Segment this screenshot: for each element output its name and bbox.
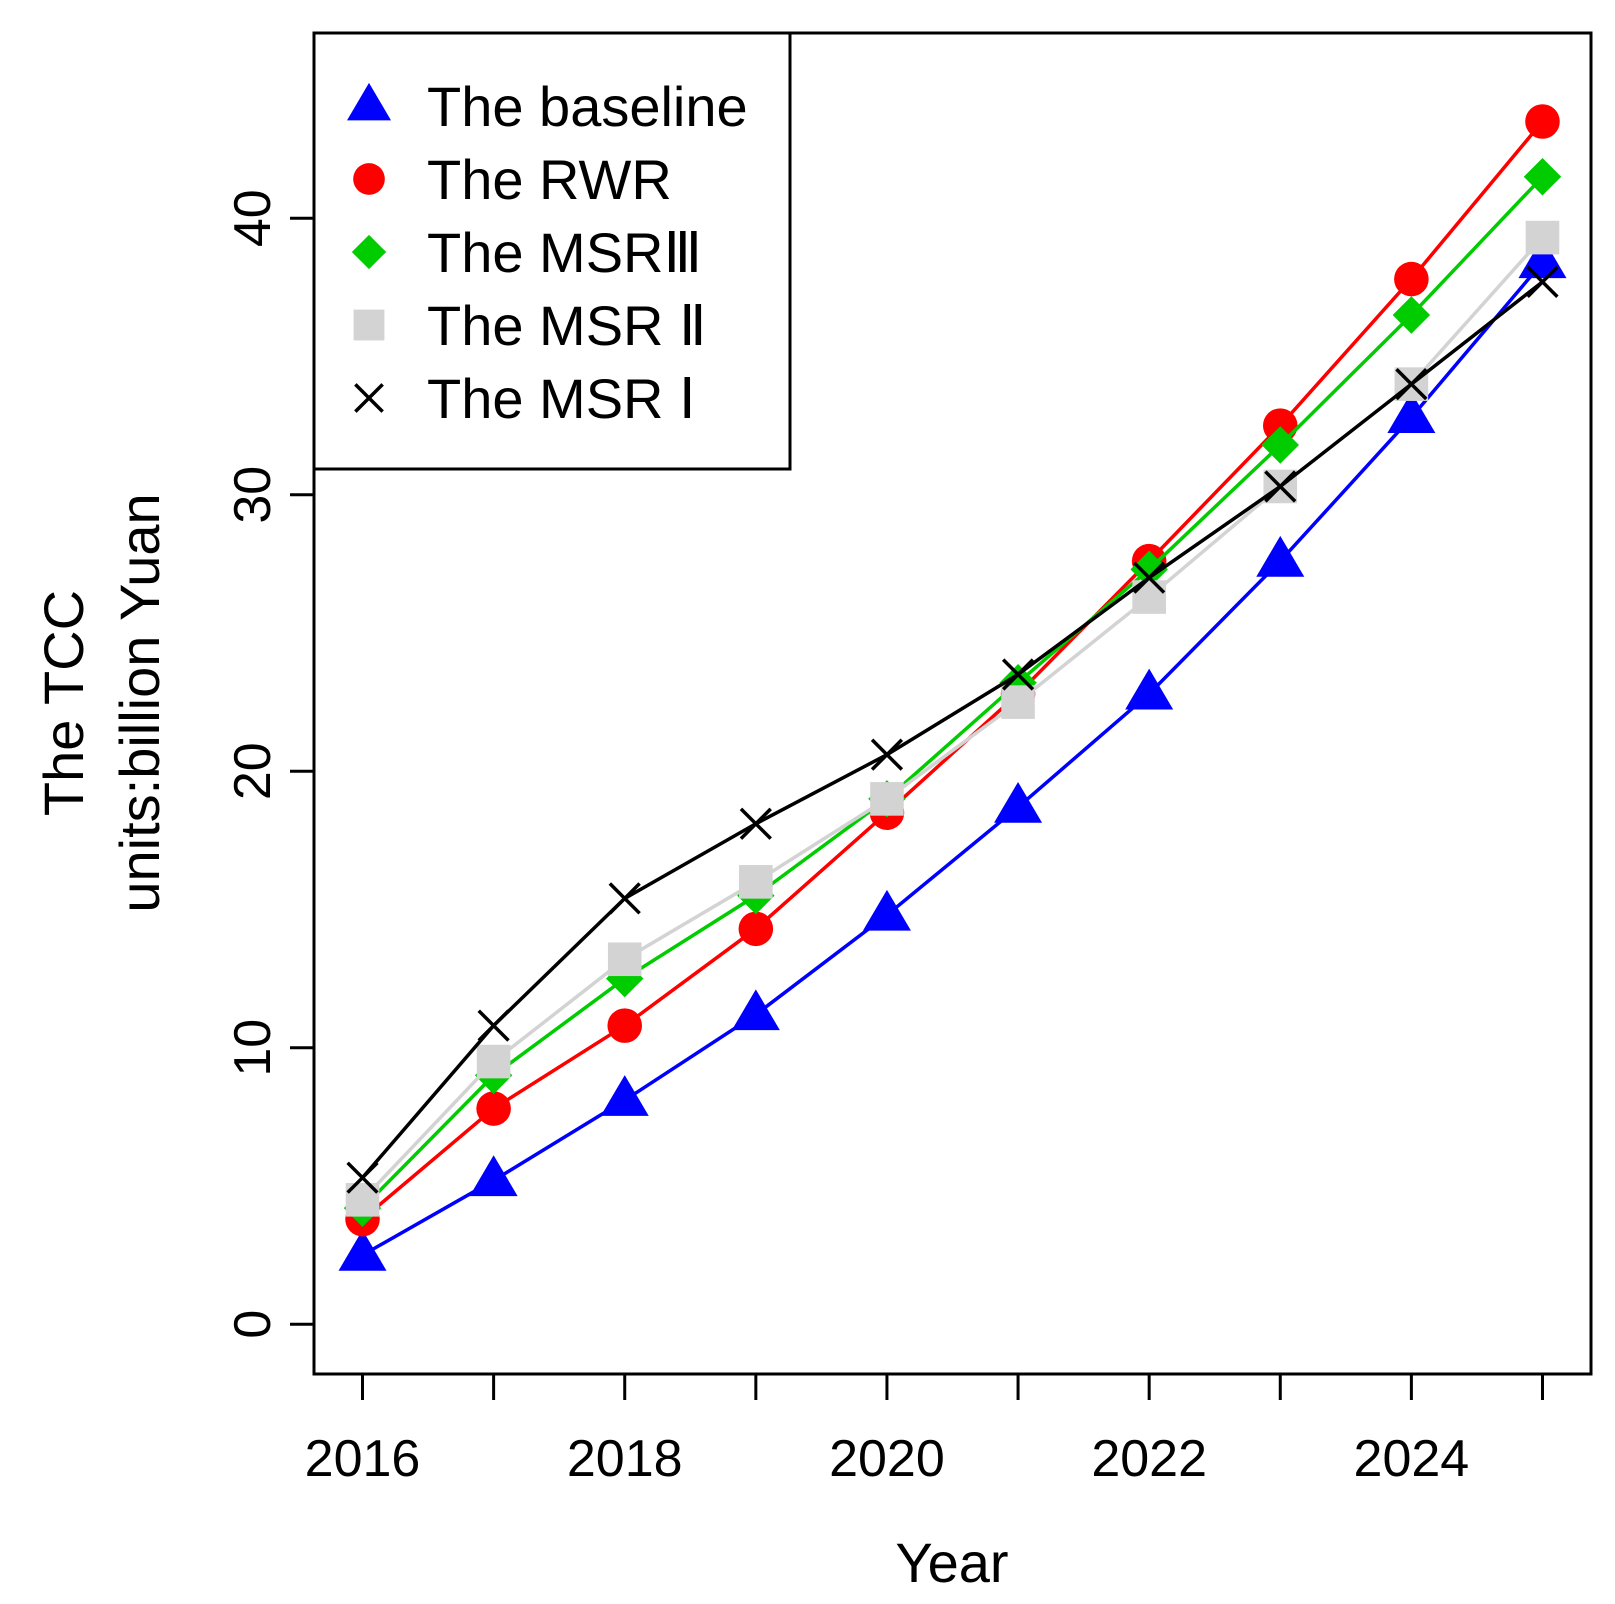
data-point xyxy=(1133,561,1166,594)
x-axis-label: Year xyxy=(895,1531,1008,1594)
legend-box xyxy=(312,31,792,471)
y-axis-label-line2: units:billion Yuan xyxy=(108,493,171,912)
data-point xyxy=(739,865,773,899)
data-point xyxy=(1001,685,1035,719)
legend-label: The MSRⅢ xyxy=(427,221,702,284)
y-tick-label: 30 xyxy=(224,466,282,524)
data-point xyxy=(1261,426,1299,464)
series-triangle xyxy=(338,237,1567,1271)
legend: The baseline The RWR The MSRⅢ The MSR Ⅱ The … xyxy=(312,31,792,471)
data-point xyxy=(607,942,642,977)
data-point xyxy=(1392,296,1431,334)
data-point xyxy=(738,911,774,947)
data-point xyxy=(870,782,904,816)
series-diamond xyxy=(343,158,1562,1227)
series-x xyxy=(346,265,1559,1194)
data-point xyxy=(1526,265,1559,298)
legend-marker xyxy=(353,163,385,195)
plot-frame xyxy=(312,31,1593,1376)
data-point xyxy=(469,1155,518,1197)
data-point xyxy=(731,989,780,1031)
y-tick-label: 10 xyxy=(224,1019,282,1077)
legend-marker xyxy=(354,383,384,413)
data-point xyxy=(1525,104,1560,139)
legend-marker xyxy=(347,82,391,121)
data-point xyxy=(1001,658,1035,691)
data-point xyxy=(1394,261,1429,297)
data-point xyxy=(1523,158,1562,196)
series-layer xyxy=(338,104,1567,1271)
data-point xyxy=(1387,392,1436,433)
series-line xyxy=(361,261,1544,1257)
x-tick-label: 2022 xyxy=(1091,1430,1207,1488)
x-tick-label: 2018 xyxy=(567,1430,683,1488)
y-axis: 0 10 20 30 40 xyxy=(224,189,314,1339)
data-point xyxy=(1256,535,1305,577)
data-point xyxy=(862,889,911,931)
y-tick-label: 0 xyxy=(224,1310,282,1339)
data-point xyxy=(1395,368,1428,401)
x-tick-label: 2024 xyxy=(1354,1430,1470,1488)
legend-marker xyxy=(351,234,387,270)
data-point xyxy=(994,781,1043,823)
data-point xyxy=(476,1091,511,1126)
data-point xyxy=(338,1229,387,1271)
legend-label: The MSR Ⅱ xyxy=(427,294,707,357)
y-axis-label-line1: The TCC xyxy=(32,590,95,816)
data-point xyxy=(739,807,772,840)
x-axis: 2016 2018 2020 2022 2024 xyxy=(305,1374,1544,1488)
data-point xyxy=(1125,668,1174,710)
series-line xyxy=(361,175,1544,1210)
data-point xyxy=(476,1044,511,1079)
data-point xyxy=(1264,470,1297,503)
data-point xyxy=(346,1161,379,1194)
x-tick-label: 2016 xyxy=(305,1430,421,1488)
legend-label: The RWR xyxy=(427,148,672,211)
data-point xyxy=(608,882,641,915)
y-tick-label: 20 xyxy=(224,742,282,800)
data-point xyxy=(999,664,1037,702)
data-point xyxy=(477,1009,510,1042)
series-line xyxy=(361,120,1544,1221)
legend-marker xyxy=(353,309,385,341)
data-point xyxy=(1525,220,1560,255)
y-tick-label: 40 xyxy=(224,189,282,247)
data-point xyxy=(607,1008,643,1043)
legend-label: The baseline xyxy=(427,75,748,138)
data-point xyxy=(600,1075,649,1116)
data-point xyxy=(870,738,904,771)
legend-label: The MSR Ⅰ xyxy=(427,367,696,430)
data-point xyxy=(1130,550,1168,589)
x-tick-label: 2020 xyxy=(829,1430,945,1488)
series-line xyxy=(361,280,1544,1179)
